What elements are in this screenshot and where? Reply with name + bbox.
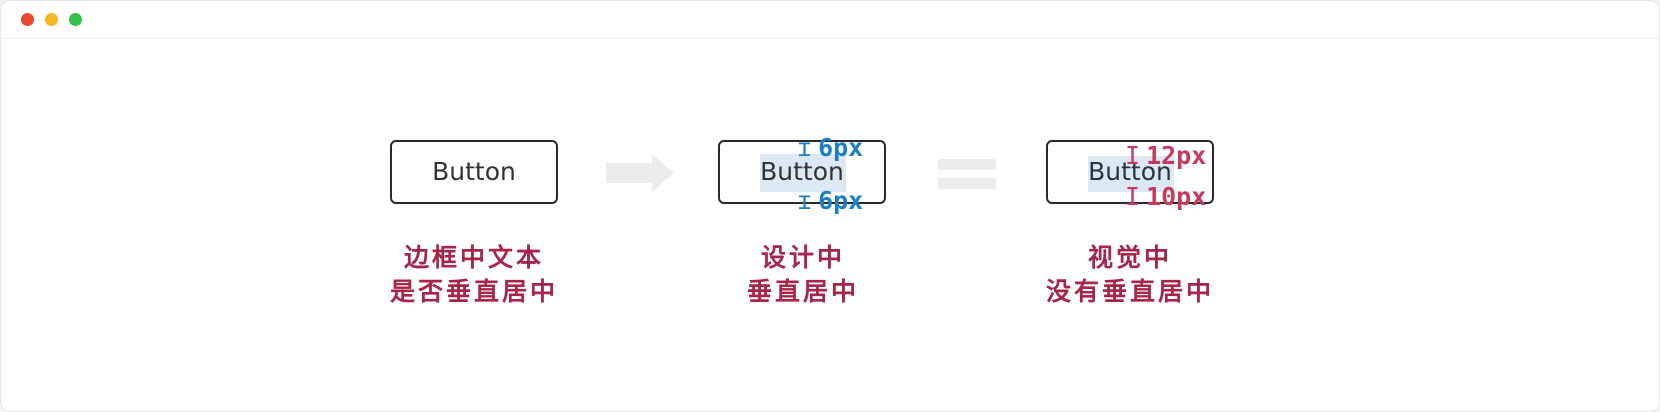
gap-marker-icon: ɪ [797,186,813,215]
text-box-highlight [1088,156,1174,192]
caption-line: 设计中 [760,243,845,272]
caption-line: 没有垂直居中 [1045,277,1214,306]
caption-line: 是否垂直居中 [389,277,558,306]
bottom-gap-measure: ɪ 6px [797,187,863,215]
top-gap-measure: I 12px [1125,142,1206,170]
gap-marker-icon: I [1125,182,1141,211]
close-window-icon[interactable] [21,13,34,26]
gap-value: 6px [818,133,864,162]
caption-line: 垂直居中 [746,277,859,306]
equals-icon [938,159,996,189]
maximize-window-icon[interactable] [69,13,82,26]
gap-marker-icon: I [1125,141,1141,170]
example-button-original[interactable]: Button [390,140,558,204]
bottom-gap-measure: I 10px [1125,183,1206,211]
button-label: Button [432,157,516,186]
gap-marker-icon: ɪ [797,133,813,162]
gap-value: 10px [1146,182,1207,211]
button-label: Button [1088,157,1172,186]
minimize-window-icon[interactable] [45,13,58,26]
button-label: Button [760,157,844,186]
text-box-highlight [760,154,846,192]
arrow-right-icon [606,154,674,192]
example-button-design[interactable]: Button [718,140,886,204]
caption-design: 设计中 垂直居中 [713,241,893,309]
title-bar [1,1,1659,39]
caption-original: 边框中文本 是否垂直居中 [361,241,587,309]
example-button-visual[interactable]: Button [1046,140,1214,204]
gap-value: 6px [818,186,864,215]
caption-line: 视觉中 [1087,243,1172,272]
top-gap-measure: ɪ 6px [797,134,863,162]
caption-visual: 视觉中 没有垂直居中 [1017,241,1243,309]
gap-value: 12px [1146,141,1207,170]
caption-line: 边框中文本 [403,243,544,272]
